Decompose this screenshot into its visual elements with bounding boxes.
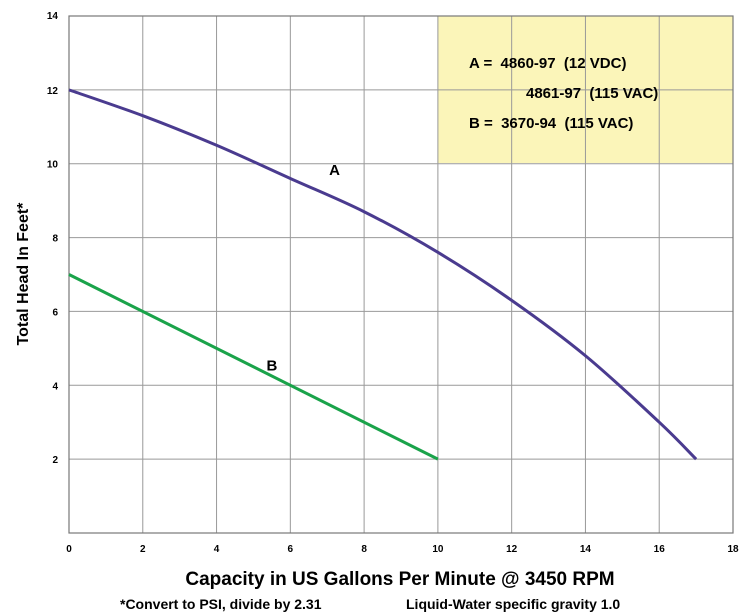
- x-tick-label: 16: [654, 544, 666, 555]
- x-tick-label: 2: [140, 544, 146, 555]
- x-tick-label: 0: [66, 544, 72, 555]
- x-tick-label: 10: [432, 544, 444, 555]
- footnote-psi: *Convert to PSI, divide by 2.31: [120, 596, 322, 612]
- legend-line-b: B = 3670-94 (115 VAC): [469, 115, 633, 132]
- y-tick-label: 8: [52, 234, 58, 245]
- x-tick-label: 14: [580, 544, 592, 555]
- series-line-b: [68, 273, 439, 461]
- y-tick-label: 2: [52, 455, 58, 466]
- y-tick-label: 6: [52, 307, 58, 318]
- y-tick-label: 14: [47, 11, 59, 22]
- x-tick-label: 4: [214, 544, 220, 555]
- x-tick-label: 8: [361, 544, 367, 555]
- y-tick-label: 10: [47, 160, 59, 171]
- legend-line-a: A = 4860-97 (12 VDC): [469, 55, 626, 72]
- x-axis-title: Capacity in US Gallons Per Minute @ 3450…: [185, 569, 614, 590]
- series-line-a: [68, 88, 698, 461]
- x-tick-label: 6: [288, 544, 294, 555]
- y-tick-label: 4: [52, 381, 58, 392]
- legend-line-a2: 4861-97 (115 VAC): [526, 85, 658, 102]
- footnote-gravity: Liquid-Water specific gravity 1.0: [406, 596, 620, 612]
- curve-label-a: A: [329, 162, 340, 179]
- series-group: [68, 88, 698, 461]
- tick-labels: 0 2 4 6 8 10 12 14 16 18 14 2 4 6 8 10 12: [47, 11, 739, 555]
- x-tick-label: 18: [727, 544, 739, 555]
- y-axis-title: Total Head In Feet*: [15, 202, 32, 346]
- x-tick-label: 12: [506, 544, 518, 555]
- y-tick-label: 12: [47, 86, 59, 97]
- curve-label-b: B: [266, 358, 277, 375]
